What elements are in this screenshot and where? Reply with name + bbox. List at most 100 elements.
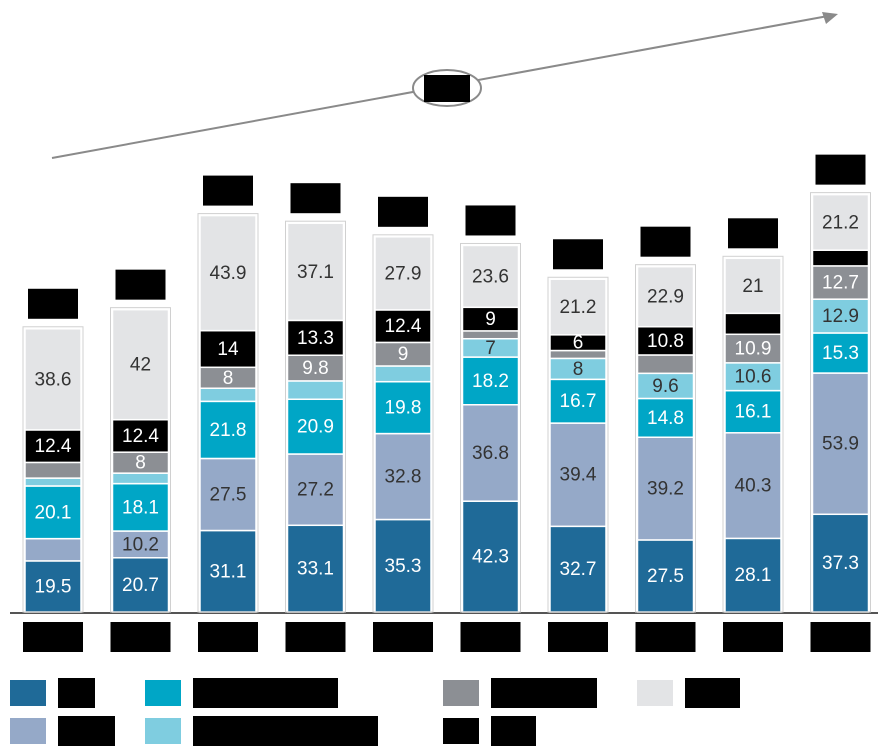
value-label: 7 xyxy=(485,338,496,359)
value-label: 23.6 xyxy=(472,266,509,287)
value-label: 14.8 xyxy=(647,408,684,429)
bar-segment xyxy=(286,398,345,455)
value-label: 21 xyxy=(742,276,763,297)
value-label: 43.9 xyxy=(210,263,247,284)
value-label: 10.2 xyxy=(122,534,159,555)
bar-segment xyxy=(111,308,170,421)
bar-segment xyxy=(811,298,870,334)
value-label: 20.1 xyxy=(35,502,72,523)
bar-segment xyxy=(374,365,432,383)
legend-swatch xyxy=(443,718,479,744)
redacted-category xyxy=(110,622,171,652)
value-label: 40.3 xyxy=(735,476,772,497)
bar-segment xyxy=(461,244,520,309)
bar-segment xyxy=(811,193,870,251)
redacted-total xyxy=(28,288,78,319)
redacted-category xyxy=(810,622,871,652)
value-label: 8 xyxy=(135,453,146,474)
redacted-category xyxy=(723,622,783,652)
bar-segment xyxy=(461,500,520,613)
bar-outline xyxy=(22,326,84,613)
bar-outline xyxy=(635,264,696,613)
value-label: 9.8 xyxy=(302,358,328,379)
value-label: 19.5 xyxy=(35,576,72,597)
value-label: 12.4 xyxy=(122,426,159,447)
value-label: 16.7 xyxy=(560,391,597,412)
bar-segment xyxy=(111,472,170,485)
bar-segment xyxy=(286,354,345,382)
redacted-category xyxy=(285,622,346,652)
bar-outline xyxy=(197,213,259,613)
value-label: 21.2 xyxy=(822,212,859,233)
bar-segment xyxy=(636,397,695,438)
bar-segment xyxy=(724,432,782,540)
value-label: 37.3 xyxy=(822,553,859,574)
value-label: 27.5 xyxy=(647,566,684,587)
value-label: 33.1 xyxy=(297,559,334,580)
value-label: 27.2 xyxy=(297,480,334,501)
bar-segment xyxy=(24,485,82,540)
value-label: 32.8 xyxy=(385,467,422,488)
redacted-category xyxy=(373,622,433,652)
redacted-total xyxy=(640,226,691,257)
bar-segment xyxy=(549,422,607,528)
value-label: 39.2 xyxy=(647,479,684,500)
value-label: 14 xyxy=(217,339,239,360)
redacted-legend-label xyxy=(58,678,95,708)
value-label: 35.3 xyxy=(385,556,422,577)
legend-swatch xyxy=(637,680,673,706)
bar-outline xyxy=(285,220,346,613)
bar-segment xyxy=(549,378,607,424)
redacted-category xyxy=(548,622,608,652)
value-label: 36.8 xyxy=(472,443,509,464)
redacted-total xyxy=(728,218,778,249)
arrow-head xyxy=(822,12,838,24)
legend xyxy=(10,678,740,746)
value-label: 27.5 xyxy=(210,485,247,506)
value-label: 31.1 xyxy=(210,561,247,582)
value-label: 10.8 xyxy=(647,331,684,352)
value-label: 18.2 xyxy=(472,371,509,392)
bar-segment xyxy=(374,236,432,311)
bar-segment xyxy=(374,518,432,613)
bar-segment xyxy=(199,214,257,332)
bar-segment xyxy=(724,312,782,336)
redacted-total xyxy=(378,196,428,227)
redacted-total xyxy=(553,239,603,270)
bar-segment xyxy=(24,328,82,431)
bar-segment xyxy=(374,432,432,521)
bar-segment xyxy=(636,325,695,356)
bar-segment xyxy=(724,257,782,315)
value-label: 27.9 xyxy=(385,263,422,284)
redacted-legend-label xyxy=(193,678,338,708)
legend-swatch xyxy=(145,680,181,706)
bar-segment xyxy=(286,319,345,356)
bar-segment xyxy=(461,356,520,406)
bar-segment xyxy=(461,330,520,340)
value-label: 10.6 xyxy=(735,367,772,388)
bar-segment xyxy=(111,418,170,453)
bar-segment xyxy=(811,372,870,516)
value-label: 42 xyxy=(130,355,151,376)
value-label: 20.9 xyxy=(297,417,334,438)
bar-outline xyxy=(810,192,871,613)
value-label: 15.3 xyxy=(822,343,859,364)
bar-segment xyxy=(199,529,257,613)
redacted-total xyxy=(115,269,166,300)
value-label: 18.1 xyxy=(122,497,159,518)
bar-segment xyxy=(286,222,345,322)
value-label: 8 xyxy=(573,359,584,380)
bar-segment xyxy=(636,354,695,375)
legend-swatch xyxy=(443,680,479,706)
value-label: 6 xyxy=(573,333,584,354)
value-label: 16.1 xyxy=(735,402,772,423)
redacted-legend-label xyxy=(491,716,536,746)
bar-segment xyxy=(811,249,870,267)
bar-segment xyxy=(724,537,782,613)
value-label: 9.6 xyxy=(652,376,678,397)
bar-segment xyxy=(24,537,82,562)
value-label: 38.6 xyxy=(35,369,72,390)
bar-segment xyxy=(549,278,607,336)
value-label: 12.4 xyxy=(35,436,72,457)
